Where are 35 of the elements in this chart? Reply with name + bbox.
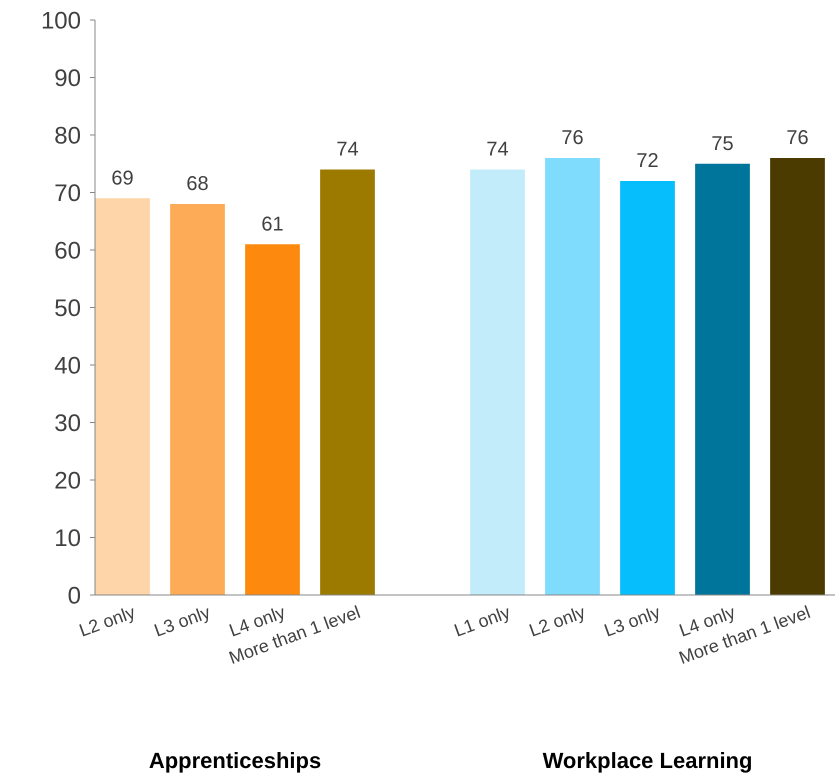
bar — [620, 181, 675, 595]
y-tick-label: 40 — [54, 352, 81, 380]
bar — [545, 158, 600, 595]
y-tick-label: 0 — [68, 582, 81, 610]
y-tick-label: 80 — [54, 122, 81, 150]
x-tick-label: L2 only — [526, 602, 588, 641]
y-tick-label: 100 — [40, 7, 81, 34]
data-label: 75 — [711, 132, 734, 155]
bar — [770, 158, 825, 595]
bar — [695, 164, 750, 595]
x-tick-label: L3 only — [151, 602, 213, 641]
y-tick-label: 30 — [54, 410, 81, 437]
text: Workplace Learning — [542, 748, 752, 773]
bar — [320, 170, 375, 595]
bar — [170, 204, 225, 595]
y-tick-label: 20 — [54, 467, 81, 494]
x-tick-label: L1 only — [451, 602, 513, 641]
x-tick-label: L3 only — [601, 602, 663, 641]
y-tick-label: 90 — [54, 64, 81, 92]
data-label: 74 — [336, 138, 359, 160]
data-label: 72 — [636, 150, 659, 172]
bar — [245, 244, 300, 595]
bar — [470, 170, 525, 595]
data-label: 69 — [111, 167, 134, 190]
data-label: 68 — [186, 173, 209, 195]
y-tick-label: 10 — [54, 524, 81, 552]
data-label: 74 — [486, 138, 509, 160]
data-label: 61 — [261, 213, 284, 236]
y-tick-label: 70 — [54, 180, 81, 207]
text: Apprenticeships — [148, 748, 322, 773]
bar — [95, 198, 150, 595]
data-label: 76 — [786, 127, 809, 149]
data-label: 76 — [561, 127, 584, 149]
y-tick-label: 50 — [54, 294, 81, 322]
y-tick-label: 60 — [54, 237, 81, 264]
